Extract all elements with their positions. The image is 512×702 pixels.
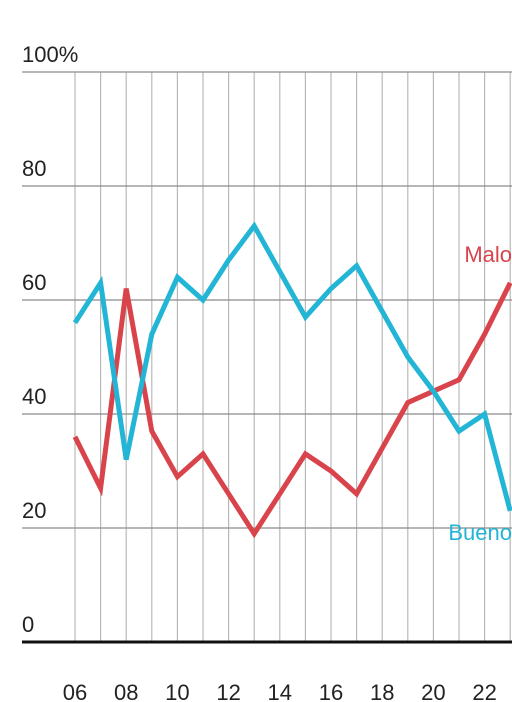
series-line-malo (72, 281, 512, 539)
series-label-malo: Malo (464, 242, 512, 267)
series-line-bueno (72, 221, 512, 512)
x-tick-label: 22 (472, 680, 496, 702)
series-label-bueno: Bueno (448, 520, 512, 545)
x-tick-label: 14 (268, 680, 292, 702)
grid-lines (22, 71, 512, 642)
y-tick-label: 100% (22, 42, 78, 67)
y-tick-label: 40 (22, 384, 46, 409)
y-tick-labels: 0 20 40 60 80 100% (22, 42, 78, 637)
x-tick-label: 10 (165, 680, 189, 702)
x-tick-label: 18 (370, 680, 394, 702)
x-tick-label: 12 (216, 680, 240, 702)
series-lines (72, 221, 512, 539)
y-tick-label: 20 (22, 498, 46, 523)
x-tick-label: 08 (114, 680, 138, 702)
y-tick-label: 0 (22, 612, 34, 637)
x-tick-label: 16 (319, 680, 343, 702)
y-tick-label: 80 (22, 156, 46, 181)
y-tick-label: 60 (22, 270, 46, 295)
x-tick-label: 20 (421, 680, 445, 702)
x-tick-labels: 06 08 10 12 14 16 18 20 22 (63, 680, 497, 702)
x-tick-label: 06 (63, 680, 87, 702)
series-labels: Malo Bueno (448, 242, 512, 545)
